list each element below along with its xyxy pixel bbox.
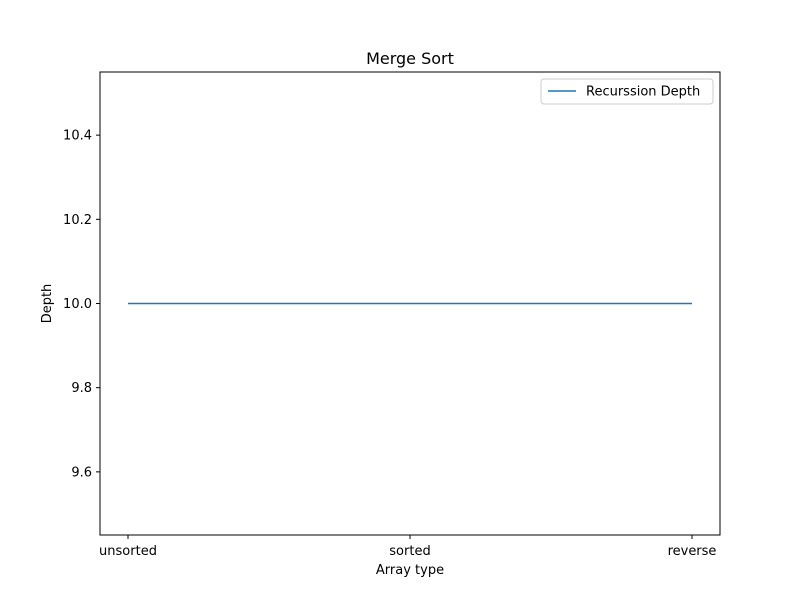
- x-axis-label: Array type: [376, 563, 444, 578]
- x-tick-label: sorted: [389, 544, 430, 559]
- y-tick-label: 10.2: [63, 213, 92, 228]
- y-tick-label: 9.8: [71, 381, 92, 396]
- x-tick-label: reverse: [668, 544, 717, 559]
- legend-label: Recurssion Depth: [586, 85, 700, 100]
- y-axis: 9.6 9.8 10.0 10.2 10.4: [63, 129, 100, 481]
- x-axis: unsorted sorted reverse: [99, 535, 716, 559]
- y-tick-label: 10.4: [63, 129, 92, 144]
- x-tick-label: unsorted: [99, 544, 157, 559]
- y-tick-label: 10.0: [63, 297, 92, 312]
- y-tick-label: 9.6: [71, 465, 92, 480]
- y-axis-label: Depth: [40, 284, 55, 324]
- legend: Recurssion Depth: [541, 79, 713, 104]
- chart-title: Merge Sort: [366, 49, 454, 68]
